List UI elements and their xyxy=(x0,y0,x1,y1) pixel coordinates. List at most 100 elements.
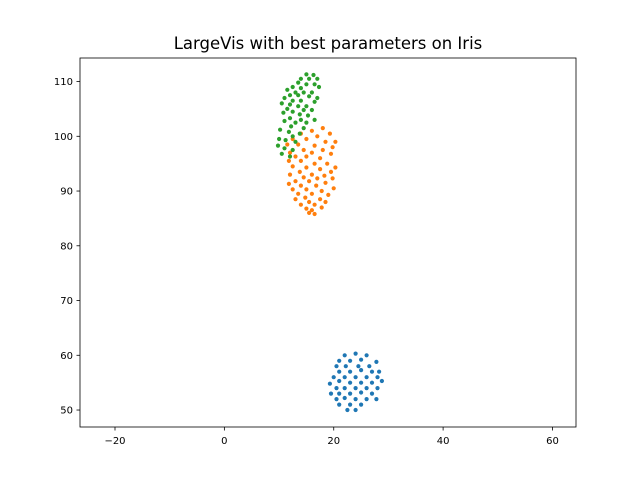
data-point-series-2 xyxy=(319,188,324,194)
data-point-series-3 xyxy=(298,86,303,91)
data-point-series-3 xyxy=(290,134,295,139)
data-point-series-2 xyxy=(293,154,298,159)
x-tick-label: 0 xyxy=(221,436,227,447)
data-point-series-2 xyxy=(325,161,330,166)
data-point-series-1 xyxy=(359,357,364,362)
data-points xyxy=(275,72,384,413)
data-point-series-3 xyxy=(282,95,287,101)
data-point-series-3 xyxy=(297,131,302,136)
data-point-series-2 xyxy=(298,202,303,207)
data-point-series-1 xyxy=(334,364,339,369)
data-point-series-1 xyxy=(375,375,380,380)
data-point-series-3 xyxy=(278,127,283,132)
data-point-series-1 xyxy=(348,380,353,385)
x-tick-label: 20 xyxy=(327,436,340,447)
data-point-series-1 xyxy=(353,407,358,413)
data-point-series-2 xyxy=(285,142,290,147)
data-point-series-3 xyxy=(304,120,309,125)
data-point-series-2 xyxy=(320,126,325,131)
data-point-series-3 xyxy=(285,106,290,111)
data-point-series-1 xyxy=(353,351,358,356)
data-point-series-3 xyxy=(289,124,294,129)
data-point-series-3 xyxy=(316,84,322,90)
data-point-series-2 xyxy=(330,145,335,150)
data-point-series-1 xyxy=(337,378,342,384)
data-point-series-2 xyxy=(312,161,317,166)
data-point-series-3 xyxy=(290,109,295,114)
data-point-series-1 xyxy=(364,375,369,380)
data-point-series-2 xyxy=(307,179,312,184)
data-point-series-1 xyxy=(337,391,342,396)
x-tick-label: 40 xyxy=(437,436,450,447)
data-point-series-3 xyxy=(283,138,288,143)
data-point-series-2 xyxy=(330,176,335,181)
data-point-series-2 xyxy=(297,169,302,174)
data-point-series-1 xyxy=(374,359,379,364)
data-point-series-1 xyxy=(334,386,339,391)
data-point-series-1 xyxy=(359,390,364,395)
data-point-series-2 xyxy=(286,158,291,163)
data-point-series-2 xyxy=(293,197,298,202)
data-point-series-2 xyxy=(309,128,314,133)
data-point-series-3 xyxy=(279,151,284,156)
data-point-series-2 xyxy=(304,136,309,142)
data-point-series-2 xyxy=(287,172,293,177)
data-point-series-3 xyxy=(309,90,314,95)
data-point-series-2 xyxy=(318,156,323,161)
data-point-series-3 xyxy=(301,90,306,95)
data-point-series-2 xyxy=(328,169,334,174)
data-point-series-2 xyxy=(307,210,312,215)
data-point-series-2 xyxy=(298,183,303,188)
data-point-series-3 xyxy=(286,129,291,134)
data-point-series-1 xyxy=(369,391,375,396)
data-point-series-3 xyxy=(298,98,303,103)
y-tick-label: 70 xyxy=(60,296,73,307)
data-point-series-1 xyxy=(345,407,350,413)
data-point-series-1 xyxy=(353,375,358,380)
data-point-series-3 xyxy=(282,146,287,151)
data-point-series-3 xyxy=(304,104,309,109)
data-point-series-1 xyxy=(328,391,334,396)
data-point-series-2 xyxy=(322,173,327,178)
data-point-series-2 xyxy=(323,139,328,144)
data-point-series-2 xyxy=(309,172,314,177)
data-point-series-2 xyxy=(328,151,334,156)
data-point-series-2 xyxy=(309,208,314,213)
data-point-series-2 xyxy=(323,199,328,205)
data-point-series-3 xyxy=(290,98,295,103)
data-point-series-3 xyxy=(296,104,301,109)
data-point-series-1 xyxy=(342,386,347,391)
data-point-series-2 xyxy=(331,186,336,191)
data-point-series-1 xyxy=(348,402,353,407)
data-point-series-2 xyxy=(333,165,338,170)
data-point-series-3 xyxy=(312,99,317,104)
data-point-series-2 xyxy=(304,154,309,159)
data-point-series-3 xyxy=(277,136,282,142)
data-point-series-3 xyxy=(290,147,295,153)
data-point-series-2 xyxy=(304,187,309,192)
data-point-series-1 xyxy=(337,358,342,363)
data-point-series-3 xyxy=(282,118,287,124)
data-point-series-3 xyxy=(293,139,298,144)
data-point-series-3 xyxy=(305,113,311,118)
data-point-series-3 xyxy=(293,90,298,95)
axes: −20 0 20 40 60 50 60 70 80 90 100 110 xyxy=(54,57,577,447)
data-point-series-1 xyxy=(364,397,369,402)
data-point-series-1 xyxy=(359,380,364,385)
data-point-series-2 xyxy=(293,179,298,184)
data-point-series-2 xyxy=(319,205,324,210)
data-point-series-3 xyxy=(304,72,309,77)
data-point-series-2 xyxy=(301,175,306,180)
data-point-series-2 xyxy=(312,202,317,207)
data-point-series-3 xyxy=(281,110,286,115)
data-point-series-1 xyxy=(353,397,358,402)
data-point-series-2 xyxy=(320,147,325,153)
data-point-series-2 xyxy=(327,131,332,136)
y-tick-label: 100 xyxy=(54,132,73,143)
data-point-series-1 xyxy=(331,375,336,380)
data-point-series-1 xyxy=(375,386,380,391)
data-point-series-1 xyxy=(343,364,348,369)
data-point-series-3 xyxy=(287,154,293,159)
data-point-series-3 xyxy=(312,82,317,87)
data-point-series-1 xyxy=(364,386,369,391)
